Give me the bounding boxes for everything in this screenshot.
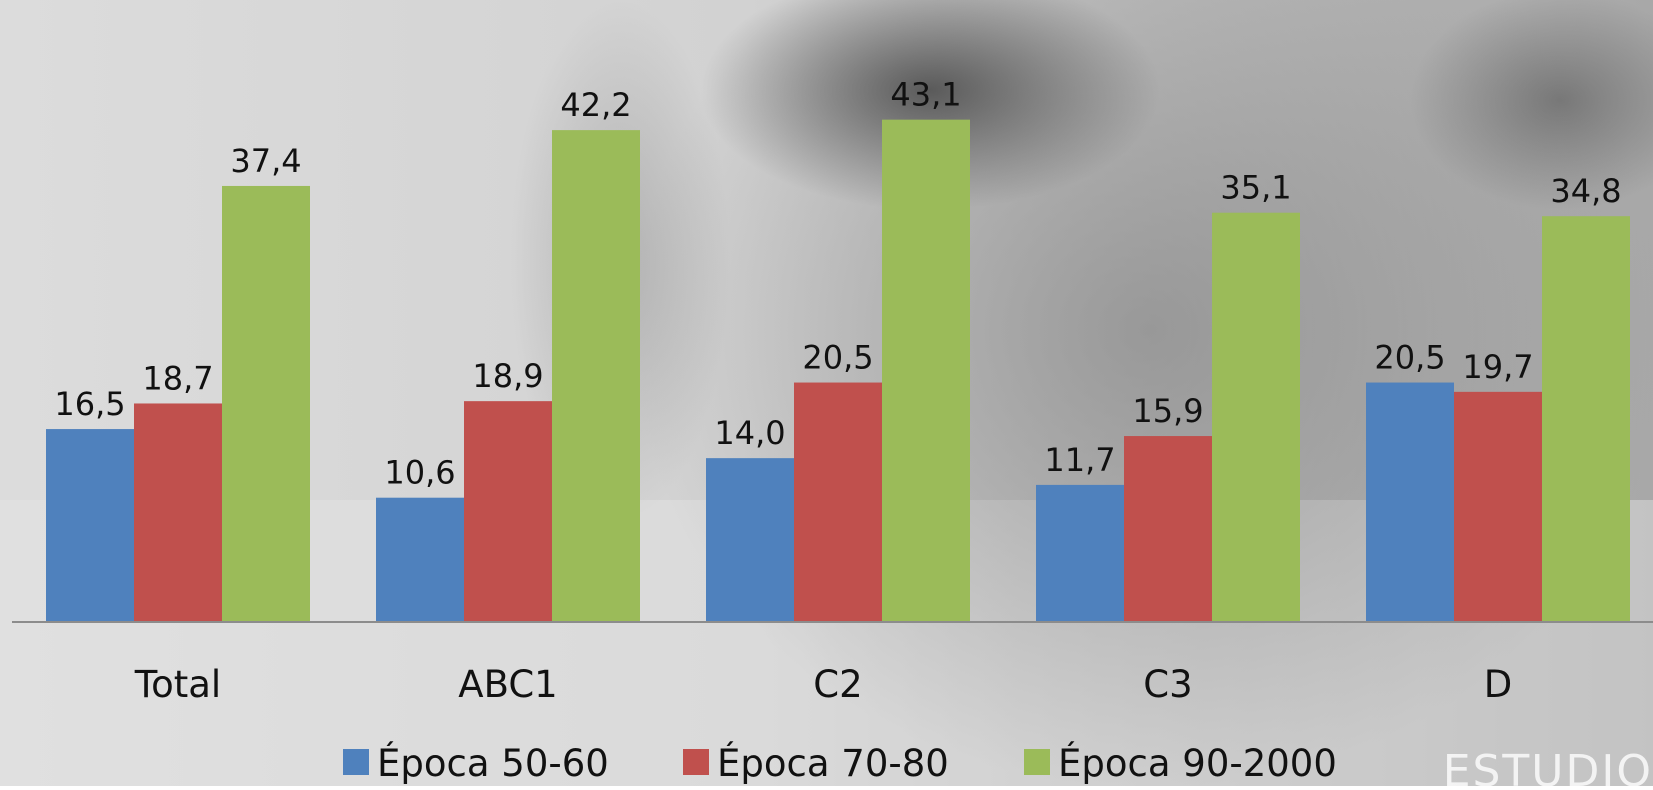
- bars-layer: [46, 119, 1630, 622]
- data-label: 10,6: [384, 454, 455, 492]
- bar-c3-series-2: [1124, 436, 1212, 621]
- legend-label: Época 50-60: [377, 741, 609, 785]
- data-label: 37,4: [230, 142, 301, 180]
- bar-c2-series-3: [882, 119, 970, 622]
- bar-total-series-2: [134, 403, 222, 621]
- legend: Época 50-60 Época 70-80 Época 90-2000: [343, 741, 1337, 785]
- data-label: 16,5: [54, 385, 125, 423]
- data-label: 20,5: [1374, 339, 1445, 377]
- category-label: Total: [134, 663, 221, 706]
- data-label: 34,8: [1550, 172, 1621, 210]
- bar-abc1-series-2: [464, 401, 552, 621]
- data-label: 14,0: [714, 414, 785, 452]
- bar-total-series-1: [46, 429, 134, 621]
- bar-c3-series-3: [1212, 212, 1300, 621]
- data-label: 18,9: [472, 357, 543, 395]
- data-label: 15,9: [1132, 392, 1203, 430]
- category-label: ABC1: [458, 663, 557, 706]
- legend-swatch: [683, 749, 709, 775]
- data-label: 11,7: [1044, 441, 1115, 479]
- legend-label: Época 70-80: [717, 741, 949, 785]
- bar-d-series-3: [1542, 216, 1630, 621]
- category-label: D: [1484, 663, 1513, 706]
- legend-swatch: [343, 749, 369, 775]
- bar-abc1-series-1: [376, 497, 464, 621]
- legend-label: Época 90-2000: [1058, 741, 1337, 785]
- data-label: 18,7: [142, 359, 213, 397]
- data-label: 19,7: [1462, 348, 1533, 386]
- bar-d-series-1: [1366, 382, 1454, 621]
- data-label: 35,1: [1220, 169, 1291, 207]
- value-labels-layer: 16,5 18,7 37,4 10,6 18,9 42,2 14,0 20,5 43,1 11,7…: [54, 76, 1621, 492]
- category-labels-layer: Total ABC1 C2 C3 D: [134, 663, 1512, 706]
- bar-total-series-3: [222, 185, 310, 622]
- data-label: 43,1: [890, 76, 961, 114]
- legend-swatch: [1024, 749, 1050, 775]
- data-label: 42,2: [560, 86, 631, 124]
- bar-c3-series-1: [1036, 484, 1124, 621]
- bar-c2-series-2: [794, 382, 882, 621]
- bar-abc1-series-3: [552, 130, 640, 622]
- bar-c2-series-1: [706, 458, 794, 621]
- category-label: C3: [1143, 663, 1192, 706]
- category-label: C2: [813, 663, 862, 706]
- watermark-text: ESTUDIO: [1443, 746, 1653, 786]
- bar-d-series-2: [1454, 391, 1542, 621]
- data-label: 20,5: [802, 339, 873, 377]
